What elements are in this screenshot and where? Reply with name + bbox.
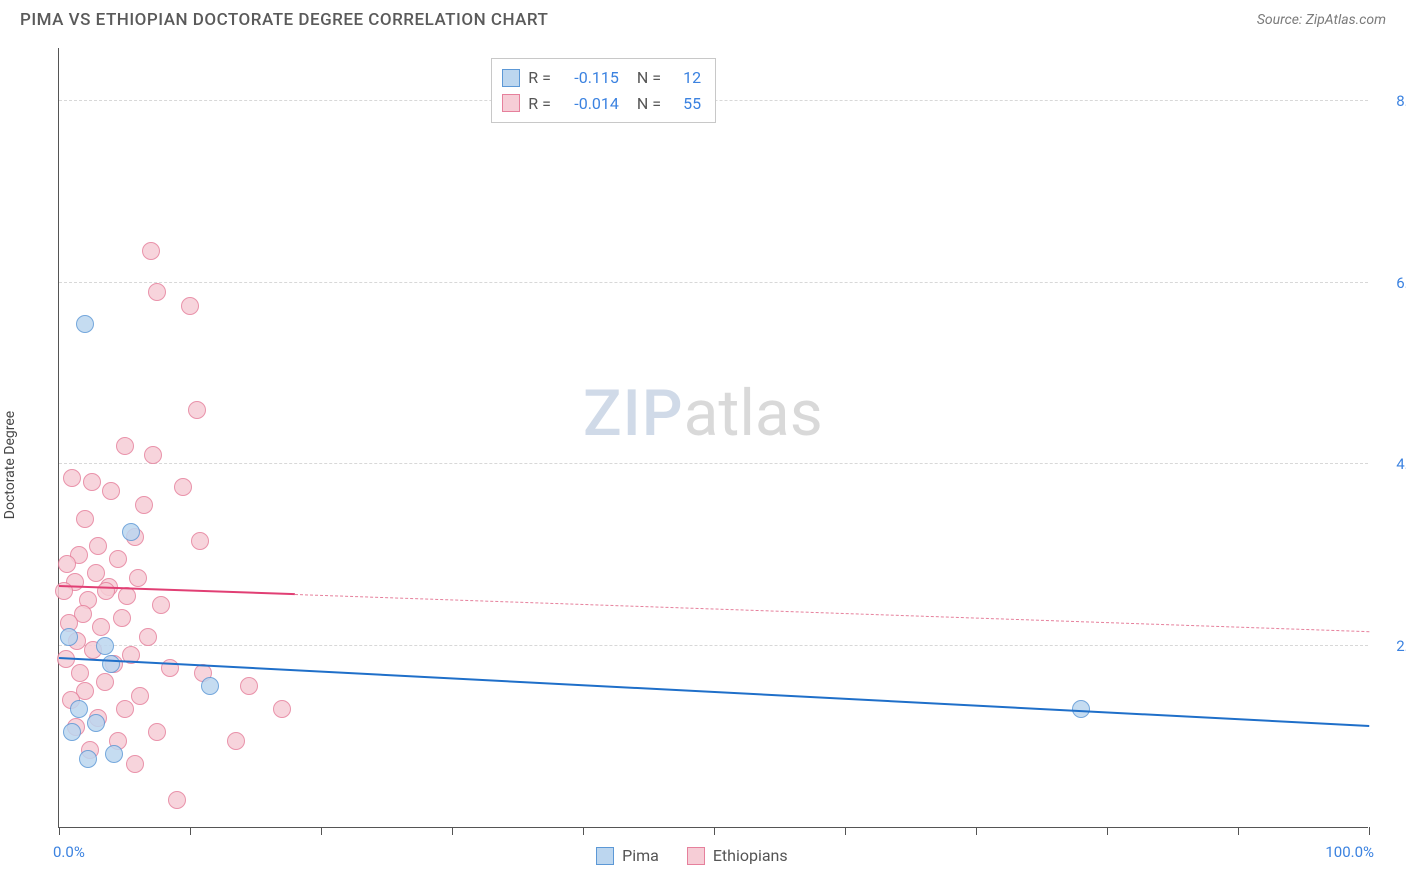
- data-point: [76, 510, 94, 528]
- data-point: [129, 569, 147, 587]
- legend-label: Pima: [622, 846, 659, 865]
- data-point: [144, 446, 162, 464]
- stat-n-label: N =: [637, 65, 661, 91]
- data-point: [188, 401, 206, 419]
- x-tick: [845, 827, 846, 835]
- series-legend: Pima Ethiopians: [596, 846, 788, 865]
- gridline: [59, 463, 1368, 464]
- data-point: [240, 677, 258, 695]
- data-point: [142, 242, 160, 260]
- data-point: [87, 714, 105, 732]
- source-attribution: Source: ZipAtlas.com: [1257, 12, 1386, 28]
- y-tick-label: 2.0%: [1373, 637, 1406, 655]
- data-point: [70, 700, 88, 718]
- data-point: [181, 297, 199, 315]
- x-tick: [321, 827, 322, 835]
- x-tick: [976, 827, 977, 835]
- data-point: [168, 791, 186, 809]
- stat-r-label: R =: [528, 65, 551, 91]
- x-tick: [190, 827, 191, 835]
- data-point: [96, 637, 114, 655]
- y-axis-label: Doctorate Degree: [2, 411, 18, 519]
- data-point: [97, 582, 115, 600]
- data-point: [79, 750, 97, 768]
- data-point: [135, 496, 153, 514]
- x-tick: [452, 827, 453, 835]
- x-min-label: 0.0%: [53, 843, 85, 861]
- data-point: [131, 687, 149, 705]
- data-point: [71, 664, 89, 682]
- data-point: [201, 677, 219, 695]
- data-point: [102, 655, 120, 673]
- plot-area: ZIPatlas 2.0%4.0%6.0%8.0%0.0%100.0%R =-0…: [58, 48, 1368, 828]
- data-point: [227, 732, 245, 750]
- gridline: [59, 645, 1368, 646]
- data-point: [60, 628, 78, 646]
- data-point: [116, 700, 134, 718]
- legend-label: Ethiopians: [713, 846, 788, 865]
- data-point: [58, 555, 76, 573]
- legend-item: Ethiopians: [687, 846, 788, 865]
- stats-row: R = -0.014 N = 55: [502, 91, 701, 117]
- data-point: [148, 283, 166, 301]
- y-tick-label: 4.0%: [1373, 455, 1406, 473]
- data-point: [83, 473, 101, 491]
- legend-swatch: [687, 847, 705, 865]
- source-name: ZipAtlas.com: [1306, 12, 1386, 28]
- x-tick: [1238, 827, 1239, 835]
- data-point: [148, 723, 166, 741]
- stat-r-value: -0.115: [561, 65, 619, 91]
- data-point: [116, 437, 134, 455]
- watermark-zip: ZIP: [583, 376, 684, 451]
- trend-line: [295, 594, 1369, 632]
- x-tick: [59, 827, 60, 835]
- data-point: [113, 609, 131, 627]
- stat-r-label: R =: [528, 91, 551, 117]
- data-point: [89, 537, 107, 555]
- data-point: [191, 532, 209, 550]
- data-point: [76, 315, 94, 333]
- legend-item: Pima: [596, 846, 659, 865]
- watermark: ZIPatlas: [583, 376, 823, 451]
- data-point: [96, 673, 114, 691]
- x-tick: [714, 827, 715, 835]
- stat-n-label: N =: [637, 91, 661, 117]
- chart-title: PIMA VS ETHIOPIAN DOCTORATE DEGREE CORRE…: [20, 10, 548, 30]
- stats-legend: R = -0.115 N = 12 R = -0.014 N = 55: [491, 58, 716, 123]
- stat-n-value: 12: [671, 65, 701, 91]
- stats-row: R = -0.115 N = 12: [502, 65, 701, 91]
- legend-swatch: [502, 94, 520, 112]
- stat-n-value: 55: [671, 91, 701, 117]
- source-prefix: Source:: [1257, 12, 1306, 28]
- chart-area: Doctorate Degree ZIPatlas 2.0%4.0%6.0%8.…: [20, 36, 1386, 878]
- data-point: [92, 618, 110, 636]
- data-point: [63, 469, 81, 487]
- data-point: [126, 755, 144, 773]
- x-tick: [1107, 827, 1108, 835]
- watermark-atlas: atlas: [684, 376, 823, 451]
- x-tick: [583, 827, 584, 835]
- data-point: [273, 700, 291, 718]
- y-tick-label: 6.0%: [1373, 274, 1406, 292]
- data-point: [139, 628, 157, 646]
- data-point: [109, 550, 127, 568]
- data-point: [105, 745, 123, 763]
- gridline: [59, 282, 1368, 283]
- data-point: [122, 523, 140, 541]
- chart-header: PIMA VS ETHIOPIAN DOCTORATE DEGREE CORRE…: [0, 0, 1406, 36]
- data-point: [174, 478, 192, 496]
- x-tick: [1369, 827, 1370, 835]
- data-point: [152, 596, 170, 614]
- legend-swatch: [502, 69, 520, 87]
- data-point: [63, 723, 81, 741]
- stat-r-value: -0.014: [561, 91, 619, 117]
- x-max-label: 100.0%: [1325, 843, 1374, 861]
- legend-swatch: [596, 847, 614, 865]
- y-tick-label: 8.0%: [1373, 92, 1406, 110]
- data-point: [102, 482, 120, 500]
